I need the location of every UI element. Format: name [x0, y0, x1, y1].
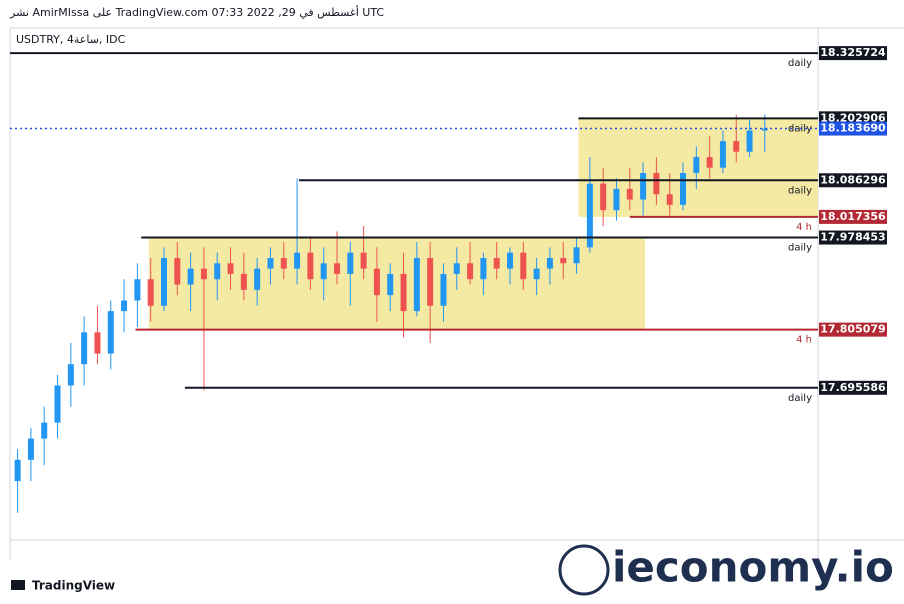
candle-body	[613, 188, 620, 211]
candle-body	[387, 273, 394, 296]
candle-body	[480, 257, 487, 280]
price-label: 18.325724	[820, 46, 886, 59]
candle-body	[640, 172, 647, 200]
candle-body	[134, 279, 141, 301]
price-label: 18.202906	[820, 111, 886, 124]
watermark-logo	[558, 544, 610, 596]
last-price-label: 18.183690	[820, 122, 886, 135]
candle-body	[453, 263, 460, 274]
candle-body	[400, 273, 407, 312]
candle-body	[733, 141, 740, 152]
candle-body	[600, 183, 607, 211]
candle-body	[94, 332, 101, 354]
candles	[14, 114, 768, 513]
candle-body	[413, 257, 420, 312]
candle-body	[626, 188, 633, 200]
price-label: 17.805079	[820, 323, 885, 336]
price-box	[819, 380, 887, 395]
candle-body	[706, 157, 713, 168]
zones	[148, 118, 818, 330]
candle-body	[746, 130, 753, 152]
candle-body	[54, 385, 61, 423]
candle-body	[254, 268, 261, 290]
candle-body	[507, 252, 514, 269]
level-tag: 4 h	[796, 335, 812, 346]
candle-body	[320, 263, 327, 280]
watermark: ieconomy.io	[612, 543, 894, 592]
candle-body	[121, 300, 128, 312]
candle-body	[67, 364, 74, 386]
candle-body	[360, 252, 367, 269]
level-tag: daily	[788, 185, 812, 196]
candle-body	[41, 422, 48, 439]
level-tag: daily	[788, 58, 812, 69]
candle-body	[493, 257, 500, 269]
level-tag: 4 h	[796, 222, 812, 233]
candle-body	[27, 438, 34, 460]
price-label: 18.017356	[820, 210, 886, 223]
candle-body	[680, 172, 687, 205]
brand-logo	[11, 580, 25, 590]
candle-body	[467, 263, 474, 280]
price-box	[819, 209, 887, 224]
level-tag: daily	[788, 393, 812, 404]
price-box	[819, 121, 887, 136]
candle-body	[187, 268, 194, 285]
levels: daily 18.325724 daily 18.202906 daily 18.0862…	[10, 46, 887, 404]
candle-body	[520, 252, 527, 280]
candle-body	[761, 128, 768, 131]
price-label: 17.695586	[820, 381, 886, 394]
candle-body	[533, 268, 540, 280]
candle-body	[240, 273, 247, 290]
candle-body	[586, 183, 593, 248]
price-box	[819, 173, 887, 188]
zone	[148, 237, 645, 330]
candle-body	[214, 263, 221, 280]
price-box	[819, 46, 887, 61]
candle-body	[107, 311, 114, 354]
candle-body	[347, 252, 354, 274]
price-box	[819, 230, 887, 245]
candle-body	[719, 141, 726, 168]
candle-body	[147, 279, 154, 306]
header: نشر AmirMIssa على TradingView.com 07:33 …	[9, 5, 384, 19]
candle-body	[81, 332, 88, 365]
candle-body	[440, 273, 447, 306]
symbol: USDTRY, 4ساعة, IDC	[16, 33, 126, 46]
candle-body	[546, 257, 553, 269]
candle-body	[174, 257, 181, 285]
price-box	[819, 322, 887, 337]
candle-body	[14, 459, 21, 482]
candle-body	[160, 257, 167, 306]
candle-body	[307, 252, 314, 280]
candle-body	[267, 257, 274, 269]
price-label: 17.978453	[820, 231, 885, 244]
candle-body	[294, 252, 301, 269]
candle-body	[560, 257, 567, 264]
candle-body	[653, 172, 660, 195]
price-label: 18.086296	[820, 173, 886, 186]
candle-body	[666, 194, 673, 205]
candle-body	[227, 263, 234, 274]
brand: TradingView	[32, 579, 115, 593]
candle-body	[200, 268, 207, 280]
level-tag: daily	[788, 243, 812, 254]
candle-body	[693, 157, 700, 173]
candle-body	[280, 257, 287, 269]
candle-body	[573, 247, 580, 264]
candle-body	[427, 257, 434, 306]
candle-body	[334, 263, 341, 274]
candle-body	[373, 268, 380, 296]
